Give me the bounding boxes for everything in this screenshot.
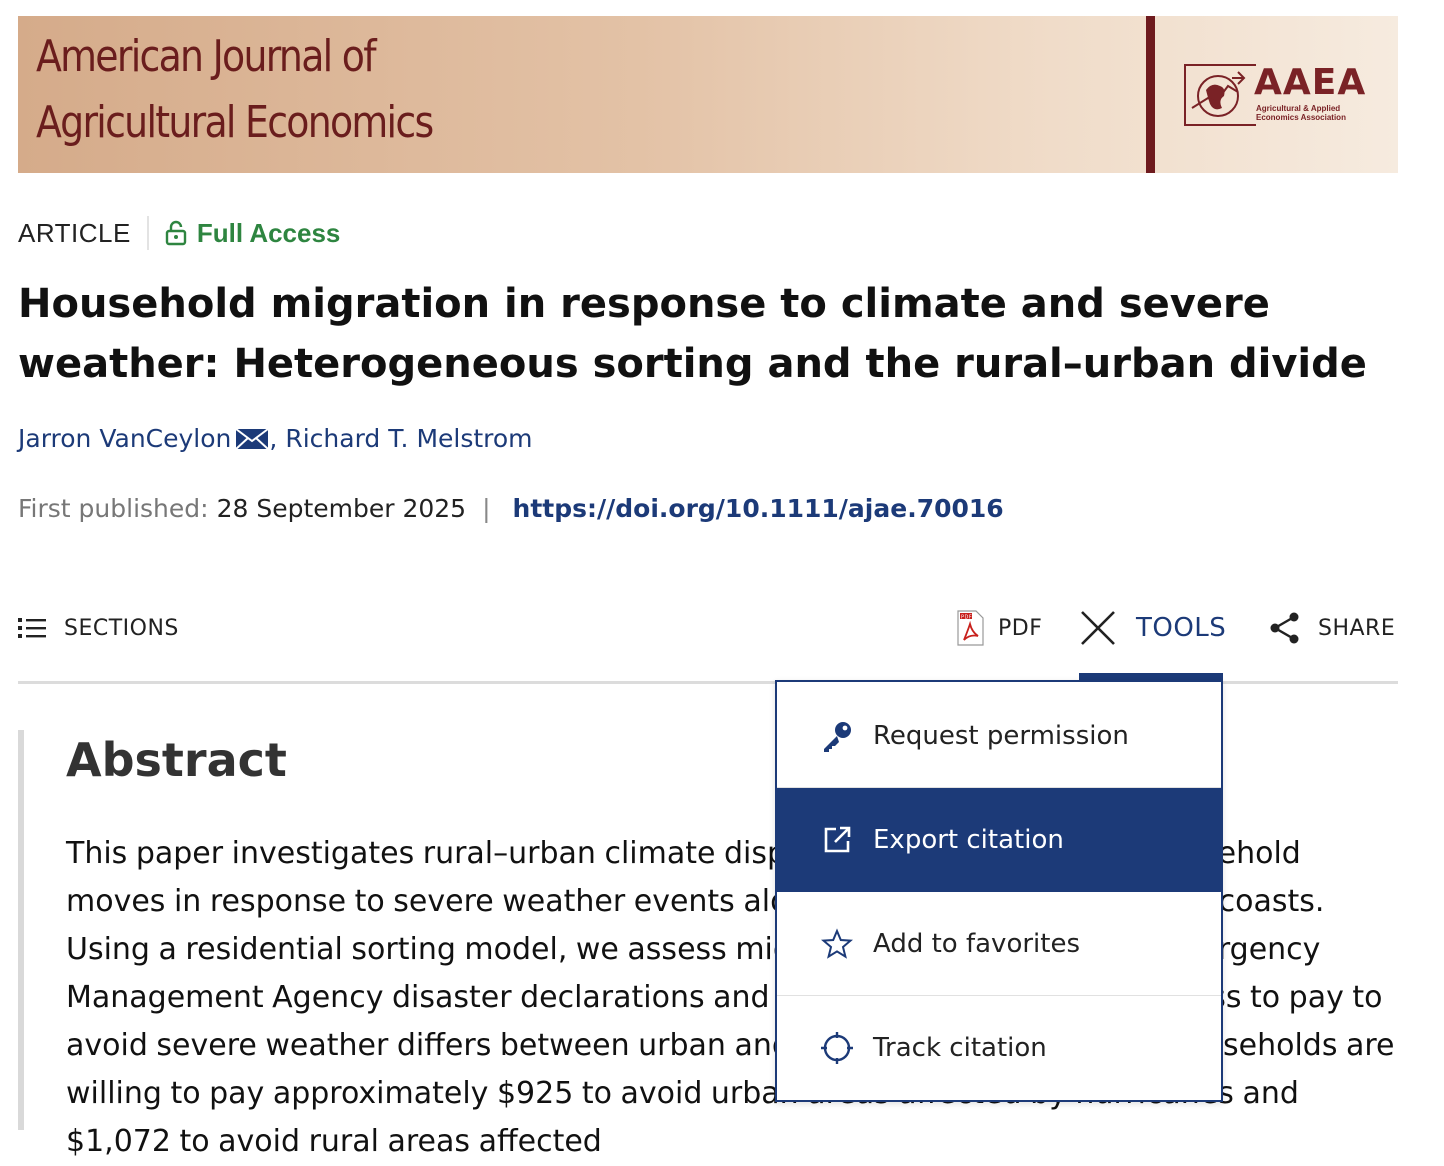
share-label: SHARE (1318, 615, 1396, 641)
published-label: First published: (18, 494, 209, 523)
toolbar-divider (18, 681, 1398, 684)
close-icon (1081, 611, 1115, 645)
aaea-logo-frame (1184, 64, 1256, 126)
doi-link[interactable]: https://doi.org/10.1111/ajae.70016 (512, 494, 1004, 523)
add-to-favorites-item[interactable]: Add to favorites (777, 892, 1221, 996)
menu-item-label: Add to favorites (873, 928, 1080, 959)
mail-icon[interactable] (235, 427, 270, 450)
article-toolbar: SECTIONS PDF PDF TOOLS SHARE (18, 600, 1398, 656)
author-separator: , (269, 424, 278, 453)
publication-info: First published: 28 September 2025 | htt… (18, 494, 1004, 523)
meta-divider (146, 216, 149, 250)
author-list: Jarron VanCeylon , Richard T. Melstrom (18, 424, 533, 453)
article-meta-row: ARTICLE Full Access (18, 213, 340, 253)
tools-active-indicator (1079, 673, 1223, 683)
pub-separator: | (482, 494, 491, 523)
key-icon (817, 719, 857, 753)
aaea-logo[interactable]: AAEA Agricultural & Applied Economics As… (1184, 62, 1372, 128)
unlock-icon (165, 220, 187, 246)
author-link[interactable]: Richard T. Melstrom (285, 424, 533, 453)
external-link-icon (817, 825, 857, 855)
list-icon (18, 618, 46, 638)
tools-menu: Request permission Export citation Add t… (775, 680, 1223, 1102)
author-link[interactable]: Jarron VanCeylon (18, 424, 232, 453)
pdf-button[interactable]: PDF PDF (956, 600, 1042, 656)
published-date: 28 September 2025 (216, 494, 467, 523)
sections-label: SECTIONS (64, 615, 179, 641)
article-title: Household migration in response to clima… (18, 281, 1367, 387)
globe-icon (1191, 71, 1246, 117)
abstract-heading: Abstract (66, 733, 287, 787)
tools-label: TOOLS (1136, 613, 1227, 643)
svg-text:PDF: PDF (961, 615, 972, 621)
journal-banner[interactable]: American Journal of Agricultural Economi… (18, 16, 1398, 173)
track-citation-item[interactable]: Track citation (777, 996, 1221, 1100)
request-permission-item[interactable]: Request permission (777, 684, 1221, 788)
share-icon (1270, 612, 1299, 644)
share-button[interactable]: SHARE (1270, 600, 1395, 656)
tools-button[interactable]: TOOLS (1080, 600, 1226, 656)
banner-divider (1146, 16, 1155, 173)
menu-item-label: Track citation (873, 1033, 1047, 1063)
menu-item-label: Request permission (873, 720, 1129, 751)
export-citation-item[interactable]: Export citation (777, 788, 1221, 892)
crosshair-icon (817, 1031, 857, 1065)
article-type: ARTICLE (18, 217, 131, 248)
pdf-label: PDF (998, 615, 1043, 641)
sections-button[interactable]: SECTIONS (18, 600, 179, 656)
pdf-icon: PDF (957, 610, 984, 646)
journal-title: American Journal of Agricultural Economi… (36, 31, 434, 148)
star-icon (817, 927, 857, 960)
aaea-wordmark: AAEA (1254, 62, 1367, 103)
menu-item-label: Export citation (873, 825, 1064, 855)
access-label: Full Access (196, 217, 341, 248)
aaea-subtitle: Agricultural & Applied Economics Associa… (1256, 104, 1346, 122)
access-badge: Full Access (165, 217, 341, 249)
